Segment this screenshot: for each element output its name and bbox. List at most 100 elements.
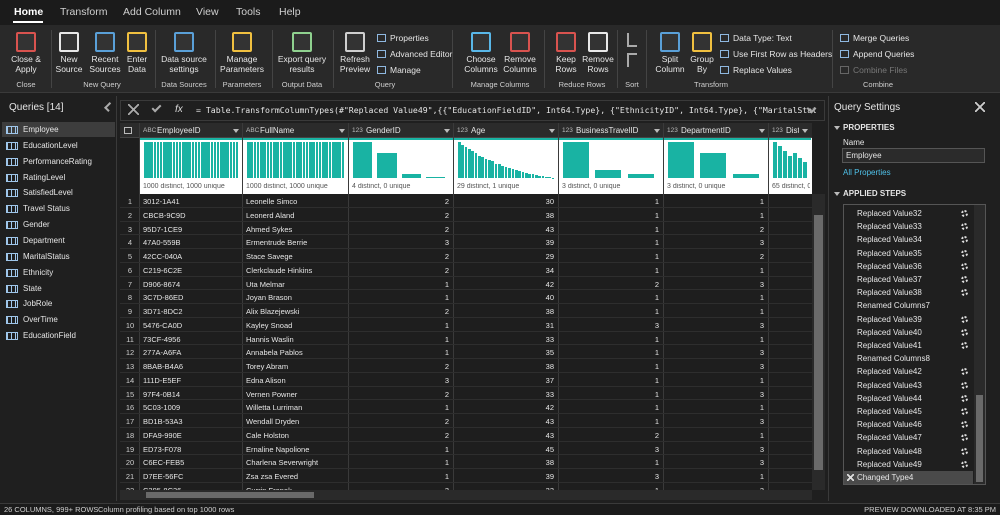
step-settings-icon[interactable]	[961, 210, 968, 217]
ribbon-button[interactable]: New Source	[55, 54, 83, 74]
ribbon-button[interactable]: Remove Rows	[582, 54, 614, 74]
step-settings-icon[interactable]	[961, 368, 968, 376]
column-header[interactable]: Age	[471, 126, 486, 135]
column-header[interactable]: DistanceFro	[786, 126, 799, 135]
step-settings-icon[interactable]	[961, 342, 968, 349]
profile-bar	[305, 142, 309, 178]
applied-step[interactable]: Replaced Value32	[857, 209, 922, 218]
ribbon-button[interactable]: Data source settings	[161, 54, 207, 74]
ribbon-button[interactable]: Enter Data	[126, 54, 148, 74]
query-item[interactable]: Ethnicity	[23, 267, 54, 277]
query-item[interactable]: EducationField	[23, 331, 76, 341]
column-header[interactable]: BusinessTravelID	[576, 126, 639, 135]
applied-step[interactable]: Replaced Value45	[857, 407, 922, 416]
ribbon-button[interactable]: Keep Rows	[555, 54, 577, 74]
query-item[interactable]: PerformanceRating	[23, 156, 92, 166]
applied-step[interactable]: Replaced Value35	[857, 248, 922, 258]
applied-step[interactable]: Replaced Value46	[857, 420, 922, 430]
ribbon-small-button[interactable]: Data Type: Text	[733, 33, 792, 43]
ribbon-small-button[interactable]: Use First Row as Headers	[733, 49, 833, 59]
step-settings-icon[interactable]	[961, 262, 968, 270]
step-settings-icon[interactable]	[961, 381, 968, 389]
ribbon-tab[interactable]: Tools	[236, 6, 261, 18]
ribbon-small-button[interactable]: Replace Values	[733, 65, 792, 75]
settings-close[interactable]	[975, 102, 985, 112]
delete-step-icon[interactable]	[847, 474, 854, 481]
step-settings-icon[interactable]	[961, 434, 968, 442]
applied-step[interactable]: Renamed Columns7	[857, 301, 930, 311]
step-settings-icon[interactable]	[961, 289, 968, 297]
column-header[interactable]: GenderID	[366, 126, 401, 135]
ribbon-small-button[interactable]: Merge Queries	[853, 33, 910, 43]
ribbon-button[interactable]: Split Column	[655, 54, 685, 74]
column-header[interactable]: DepartmentID	[681, 126, 731, 135]
applied-step[interactable]: Changed Type4	[857, 473, 914, 482]
ribbon-small-icon	[377, 66, 386, 74]
ribbon-tab[interactable]: Add Column	[123, 6, 181, 18]
step-settings-icon[interactable]	[961, 460, 968, 468]
query-item[interactable]: OverTime	[23, 315, 58, 325]
query-item[interactable]: SatisfiedLevel	[23, 188, 73, 198]
applied-step[interactable]: Replaced Value42	[857, 367, 922, 377]
query-item[interactable]: JobRole	[23, 299, 53, 309]
applied-step[interactable]: Replaced Value38	[857, 288, 922, 298]
applied-step[interactable]: Replaced Value44	[857, 393, 922, 403]
query-item[interactable]: Department	[23, 235, 65, 245]
step-settings-icon[interactable]	[961, 447, 968, 455]
ribbon-tab[interactable]: Help	[279, 6, 301, 18]
applied-step[interactable]: Replaced Value37	[857, 275, 922, 284]
applied-step[interactable]: Replaced Value43	[857, 380, 922, 390]
step-settings-icon[interactable]	[961, 223, 968, 231]
ribbon-small-button[interactable]: Combine Files	[853, 65, 908, 75]
ribbon-tab[interactable]: Transform	[60, 6, 108, 18]
ribbon-small-button[interactable]: Properties	[390, 33, 429, 43]
ribbon-button[interactable]: Close & Apply	[11, 54, 41, 74]
ribbon-button[interactable]: Remove Columns	[503, 54, 537, 74]
applied-step[interactable]: Replaced Value36	[857, 261, 922, 271]
step-settings-icon[interactable]	[961, 276, 968, 283]
applied-step[interactable]: Replaced Value34	[857, 235, 922, 245]
applied-step[interactable]: Replaced Value41	[857, 341, 922, 350]
applied-step[interactable]: Renamed Columns8	[857, 354, 930, 364]
all-properties-link[interactable]: All Properties	[843, 168, 891, 177]
query-item[interactable]: Gender	[23, 220, 50, 230]
ribbon-button[interactable]: Export query results	[277, 54, 327, 74]
ribbon-small-button[interactable]: Manage	[390, 65, 421, 75]
ribbon-small-button[interactable]: Append Queries	[853, 49, 915, 59]
query-item[interactable]: State	[23, 283, 42, 293]
name-value[interactable]: Employee	[846, 151, 882, 160]
applied-step[interactable]: Replaced Value49	[857, 459, 922, 469]
step-settings-icon[interactable]	[961, 408, 968, 415]
profile-bar	[401, 173, 421, 178]
ribbon-button[interactable]: Refresh Preview	[339, 54, 371, 74]
query-item[interactable]: RatingLevel	[23, 172, 66, 182]
ribbon-tab[interactable]: View	[196, 6, 219, 18]
cell: 2	[654, 430, 659, 440]
applied-step[interactable]: Replaced Value40	[857, 327, 922, 337]
step-settings-icon[interactable]	[961, 249, 968, 257]
column-header[interactable]: FullName	[260, 126, 295, 135]
ribbon-button[interactable]: Manage Parameters	[220, 54, 264, 74]
ribbon-small-button[interactable]: Advanced Editor	[390, 49, 453, 59]
applied-step[interactable]: Replaced Value48	[857, 446, 922, 456]
query-item[interactable]: MaritalStatus	[23, 251, 70, 261]
cell: 3	[759, 362, 764, 371]
ribbon-tab[interactable]: Home	[14, 6, 44, 18]
ribbon-separator	[544, 30, 545, 88]
ribbon-button[interactable]: Group By	[690, 54, 714, 74]
step-settings-icon[interactable]	[961, 236, 968, 244]
applied-step[interactable]: Replaced Value33	[857, 222, 922, 232]
query-item[interactable]: Travel Status	[23, 204, 70, 214]
ribbon-button[interactable]: Recent Sources	[89, 54, 121, 74]
step-settings-icon[interactable]	[961, 421, 968, 429]
query-item[interactable]: EducationLevel	[23, 140, 78, 150]
applied-step[interactable]: Replaced Value47	[857, 433, 922, 443]
step-settings-icon[interactable]	[961, 315, 968, 323]
query-item[interactable]: Employee	[23, 125, 59, 134]
row-separator	[120, 303, 812, 304]
applied-step[interactable]: Replaced Value39	[857, 314, 922, 324]
step-settings-icon[interactable]	[961, 394, 968, 402]
ribbon-button[interactable]: Choose Columns	[464, 54, 498, 74]
column-header[interactable]: EmployeeID	[157, 126, 201, 135]
step-settings-icon[interactable]	[961, 328, 968, 336]
